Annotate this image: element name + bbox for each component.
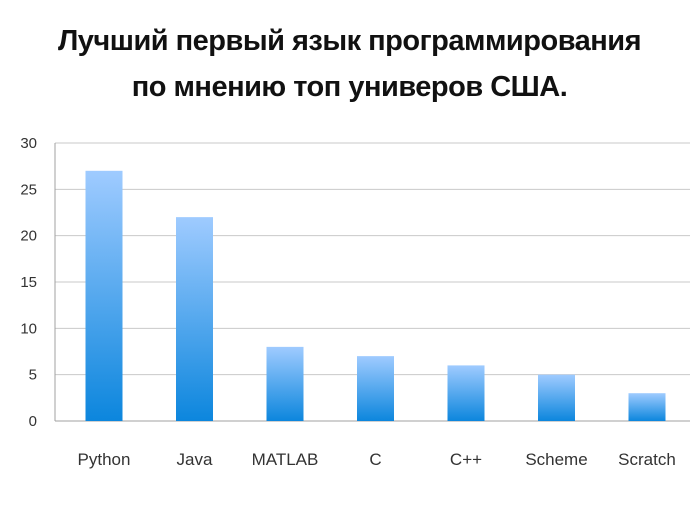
bar-java [176, 217, 213, 421]
y-tick-label: 0 [29, 413, 37, 430]
bar-python [85, 170, 123, 421]
x-tick-label: Scheme [525, 450, 587, 469]
axis-labels: 0 5 10 15 20 25 30 Python Java MATLAB C C++ Scheme Sc… [20, 135, 676, 469]
x-tick-label: Python [78, 450, 131, 469]
chart-title: Лучший первый язык программирования по м… [0, 18, 699, 110]
x-tick-label: MATLAB [252, 450, 319, 469]
x-tick-label: C++ [450, 450, 482, 469]
y-tick-label: 15 [20, 274, 37, 291]
x-tick-label: Scratch [618, 450, 676, 469]
bar-cplusplus [447, 365, 485, 421]
bar-c [357, 356, 394, 421]
x-tick-label: Java [177, 450, 213, 469]
grid-lines [55, 142, 690, 376]
y-tick-label: 30 [20, 135, 37, 152]
bar-scratch [628, 393, 666, 421]
x-tick-label: C [369, 450, 381, 469]
y-tick-label: 20 [20, 228, 37, 245]
chart-title-line-1: Лучший первый язык программирования [57, 25, 642, 57]
y-tick-label: 25 [20, 181, 37, 198]
bars [85, 170, 666, 421]
bar-matlab [266, 346, 304, 421]
bar-scheme [538, 374, 575, 421]
chart-title-line-2: по мнению топ универов США. [131, 71, 568, 103]
y-tick-label: 10 [20, 320, 37, 337]
y-tick-label: 5 [29, 367, 37, 384]
